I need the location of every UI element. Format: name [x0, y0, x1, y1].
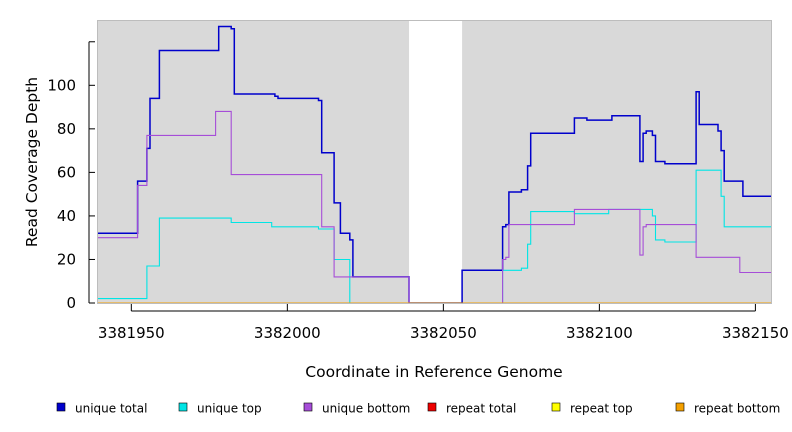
legend-swatch-repeat-bottom [675, 402, 685, 412]
x-axis-label: Coordinate in Reference Genome [305, 363, 562, 381]
x-tick-label: 3381950 [98, 324, 165, 342]
y-tick-label: 40 [57, 207, 76, 225]
y-tick-label: 0 [66, 294, 76, 312]
legend-swatch-repeat-total [427, 402, 437, 412]
legend: unique total unique top unique bottom repea… [56, 402, 780, 416]
series-line-unique-bottom [97, 110, 771, 304]
series-line-unique-top [97, 169, 771, 304]
legend-label-repeat-bottom: repeat bottom [694, 402, 780, 416]
x-tick-label: 3382000 [254, 324, 321, 342]
y-axis: 0 20 40 60 80 100 [47, 41, 95, 312]
legend-label-repeat-total: repeat total [446, 402, 516, 416]
legend-label-unique-bottom: unique bottom [322, 402, 410, 416]
gap-region [409, 21, 463, 303]
legend-swatch-unique-total [56, 402, 66, 412]
x-tick-label: 3382050 [410, 324, 477, 342]
legend-swatch-unique-bottom [303, 402, 313, 412]
x-tick-label: 3382100 [566, 324, 633, 342]
y-tick-label: 80 [57, 120, 76, 138]
x-tick-label: 3382150 [722, 324, 789, 342]
legend-label-unique-total: unique total [75, 402, 147, 416]
series-line-unique-total [97, 25, 771, 304]
y-tick-label: 100 [47, 76, 76, 94]
legend-swatch-unique-top [178, 402, 188, 412]
plot-frame [97, 20, 772, 304]
legend-label-unique-top: unique top [197, 402, 262, 416]
legend-label-repeat-top: repeat top [570, 402, 633, 416]
y-tick-label: 20 [57, 250, 76, 268]
x-axis: 3381950 3382000 3382050 3382100 3382150 [98, 304, 789, 342]
legend-swatch-repeat-top [551, 402, 561, 412]
y-axis-label: Read Coverage Depth [23, 77, 41, 247]
y-tick-label: 60 [57, 163, 76, 181]
